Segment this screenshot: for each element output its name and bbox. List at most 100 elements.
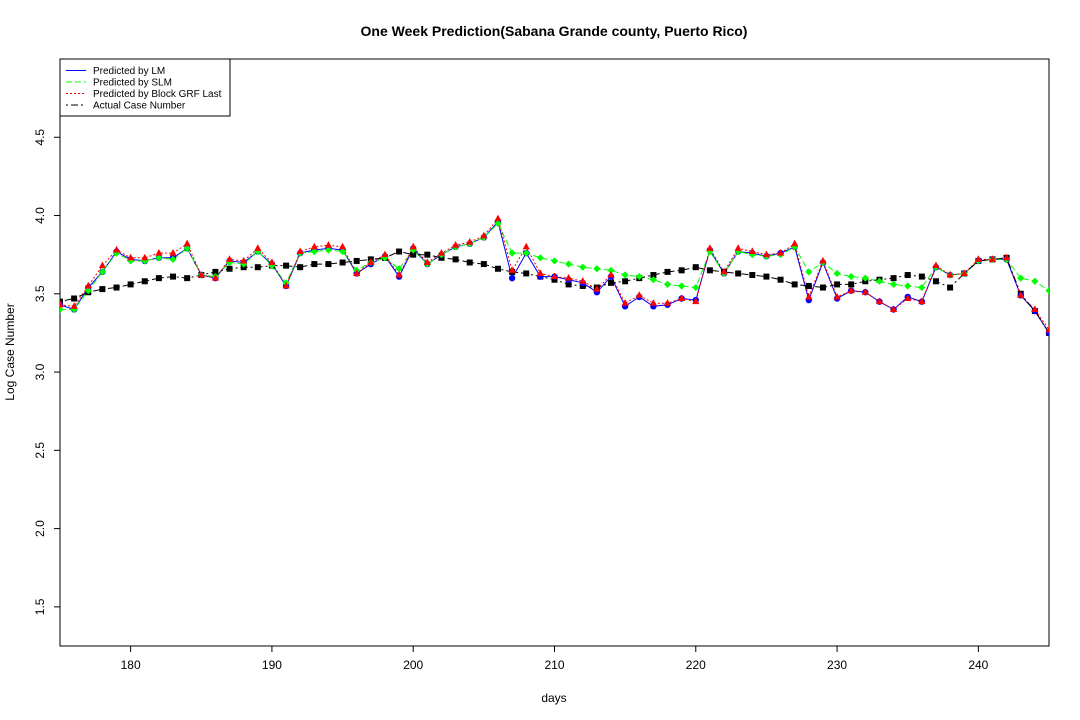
data-point xyxy=(508,266,516,273)
plot-area: 180 190 200 210 220 230 240 1.5 2.0 2.5 3.0 3.5 4.0 4… xyxy=(33,58,1050,672)
data-point xyxy=(70,302,78,309)
series-group-1 xyxy=(60,222,1049,310)
data-point xyxy=(621,271,629,279)
data-point xyxy=(466,238,474,245)
data-point xyxy=(748,247,756,255)
data-point xyxy=(749,272,756,279)
data-point xyxy=(988,255,997,262)
data-point xyxy=(494,265,501,272)
data-point xyxy=(593,265,601,273)
x-tick-label: 180 xyxy=(121,658,141,672)
data-point xyxy=(396,248,403,255)
data-point xyxy=(296,247,304,255)
data-point xyxy=(338,247,347,256)
data-point xyxy=(410,251,417,258)
data-point xyxy=(113,284,120,291)
data-point xyxy=(225,255,234,262)
data-point xyxy=(875,277,884,285)
data-point xyxy=(678,294,686,302)
data-point xyxy=(141,253,149,261)
data-point xyxy=(282,281,290,289)
data-point xyxy=(805,292,813,300)
data-point xyxy=(805,282,812,289)
data-point xyxy=(735,270,742,277)
y-tick-label: 2.0 xyxy=(33,520,47,537)
data-point xyxy=(395,270,403,278)
data-point xyxy=(579,263,587,271)
data-point xyxy=(494,219,502,227)
data-point xyxy=(98,268,106,276)
data-point xyxy=(225,258,234,267)
data-point xyxy=(663,299,672,306)
data-point xyxy=(254,244,262,251)
data-point xyxy=(338,242,347,250)
data-point xyxy=(84,287,92,295)
legend-entry-label: Predicted by Block GRF Last xyxy=(93,89,222,100)
x-tick-label: 230 xyxy=(827,658,847,672)
data-point xyxy=(918,273,925,280)
data-point xyxy=(197,270,205,278)
data-point xyxy=(381,250,389,258)
data-point xyxy=(283,262,290,269)
data-point xyxy=(946,270,954,278)
data-point xyxy=(523,270,530,277)
data-point xyxy=(918,297,926,305)
data-point xyxy=(663,280,672,289)
data-point xyxy=(155,275,162,282)
data-point xyxy=(678,282,686,290)
data-point xyxy=(169,249,177,256)
data-point xyxy=(325,261,332,268)
x-tick-label: 200 xyxy=(403,658,423,672)
data-point xyxy=(904,282,912,290)
data-point xyxy=(466,259,473,266)
data-point xyxy=(622,278,629,285)
data-point xyxy=(70,305,78,314)
series-markers-2 xyxy=(60,214,1049,333)
data-point xyxy=(324,246,333,254)
data-point xyxy=(240,256,248,264)
data-point xyxy=(833,292,841,300)
data-point xyxy=(1045,287,1049,295)
data-point xyxy=(834,281,841,288)
data-point xyxy=(607,270,615,278)
data-point xyxy=(508,274,516,282)
data-point xyxy=(536,269,544,276)
data-point xyxy=(847,272,855,281)
data-point xyxy=(127,281,134,288)
data-point xyxy=(819,256,827,264)
data-point xyxy=(1017,291,1025,298)
y-axis-label: Log Case Number xyxy=(3,303,17,400)
x-tick-label: 240 xyxy=(968,658,988,672)
data-point xyxy=(692,297,700,305)
legend-box xyxy=(59,58,231,117)
data-point xyxy=(183,239,191,247)
data-point xyxy=(1045,325,1049,333)
data-point xyxy=(169,255,177,263)
data-point xyxy=(720,267,728,275)
data-point xyxy=(310,247,318,256)
data-point xyxy=(141,257,149,265)
data-point xyxy=(480,261,487,268)
data-point xyxy=(522,242,530,250)
data-point xyxy=(861,288,869,295)
data-point xyxy=(692,264,699,271)
data-point xyxy=(508,249,516,257)
data-point xyxy=(211,274,220,281)
data-point xyxy=(861,274,869,282)
data-point xyxy=(579,277,587,284)
data-point xyxy=(776,249,785,256)
data-point xyxy=(805,268,813,276)
data-point xyxy=(791,281,798,288)
data-point xyxy=(254,264,261,271)
data-point xyxy=(550,257,559,265)
data-point xyxy=(1017,274,1025,282)
data-point xyxy=(536,254,544,262)
x-tick-label: 220 xyxy=(686,658,706,672)
data-point xyxy=(635,272,643,281)
legend-entry-label: Predicted by SLM xyxy=(93,78,172,89)
data-point xyxy=(608,279,615,286)
data-point xyxy=(71,295,78,302)
data-point xyxy=(692,283,700,292)
data-point xyxy=(226,265,233,272)
